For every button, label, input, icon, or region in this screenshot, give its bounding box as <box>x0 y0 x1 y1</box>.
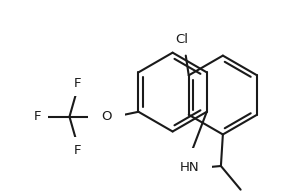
Text: F: F <box>34 110 42 123</box>
Text: Cl: Cl <box>175 33 188 46</box>
Text: O: O <box>102 110 112 123</box>
Text: HN: HN <box>180 161 199 174</box>
Text: F: F <box>74 144 81 157</box>
Text: F: F <box>74 77 81 90</box>
